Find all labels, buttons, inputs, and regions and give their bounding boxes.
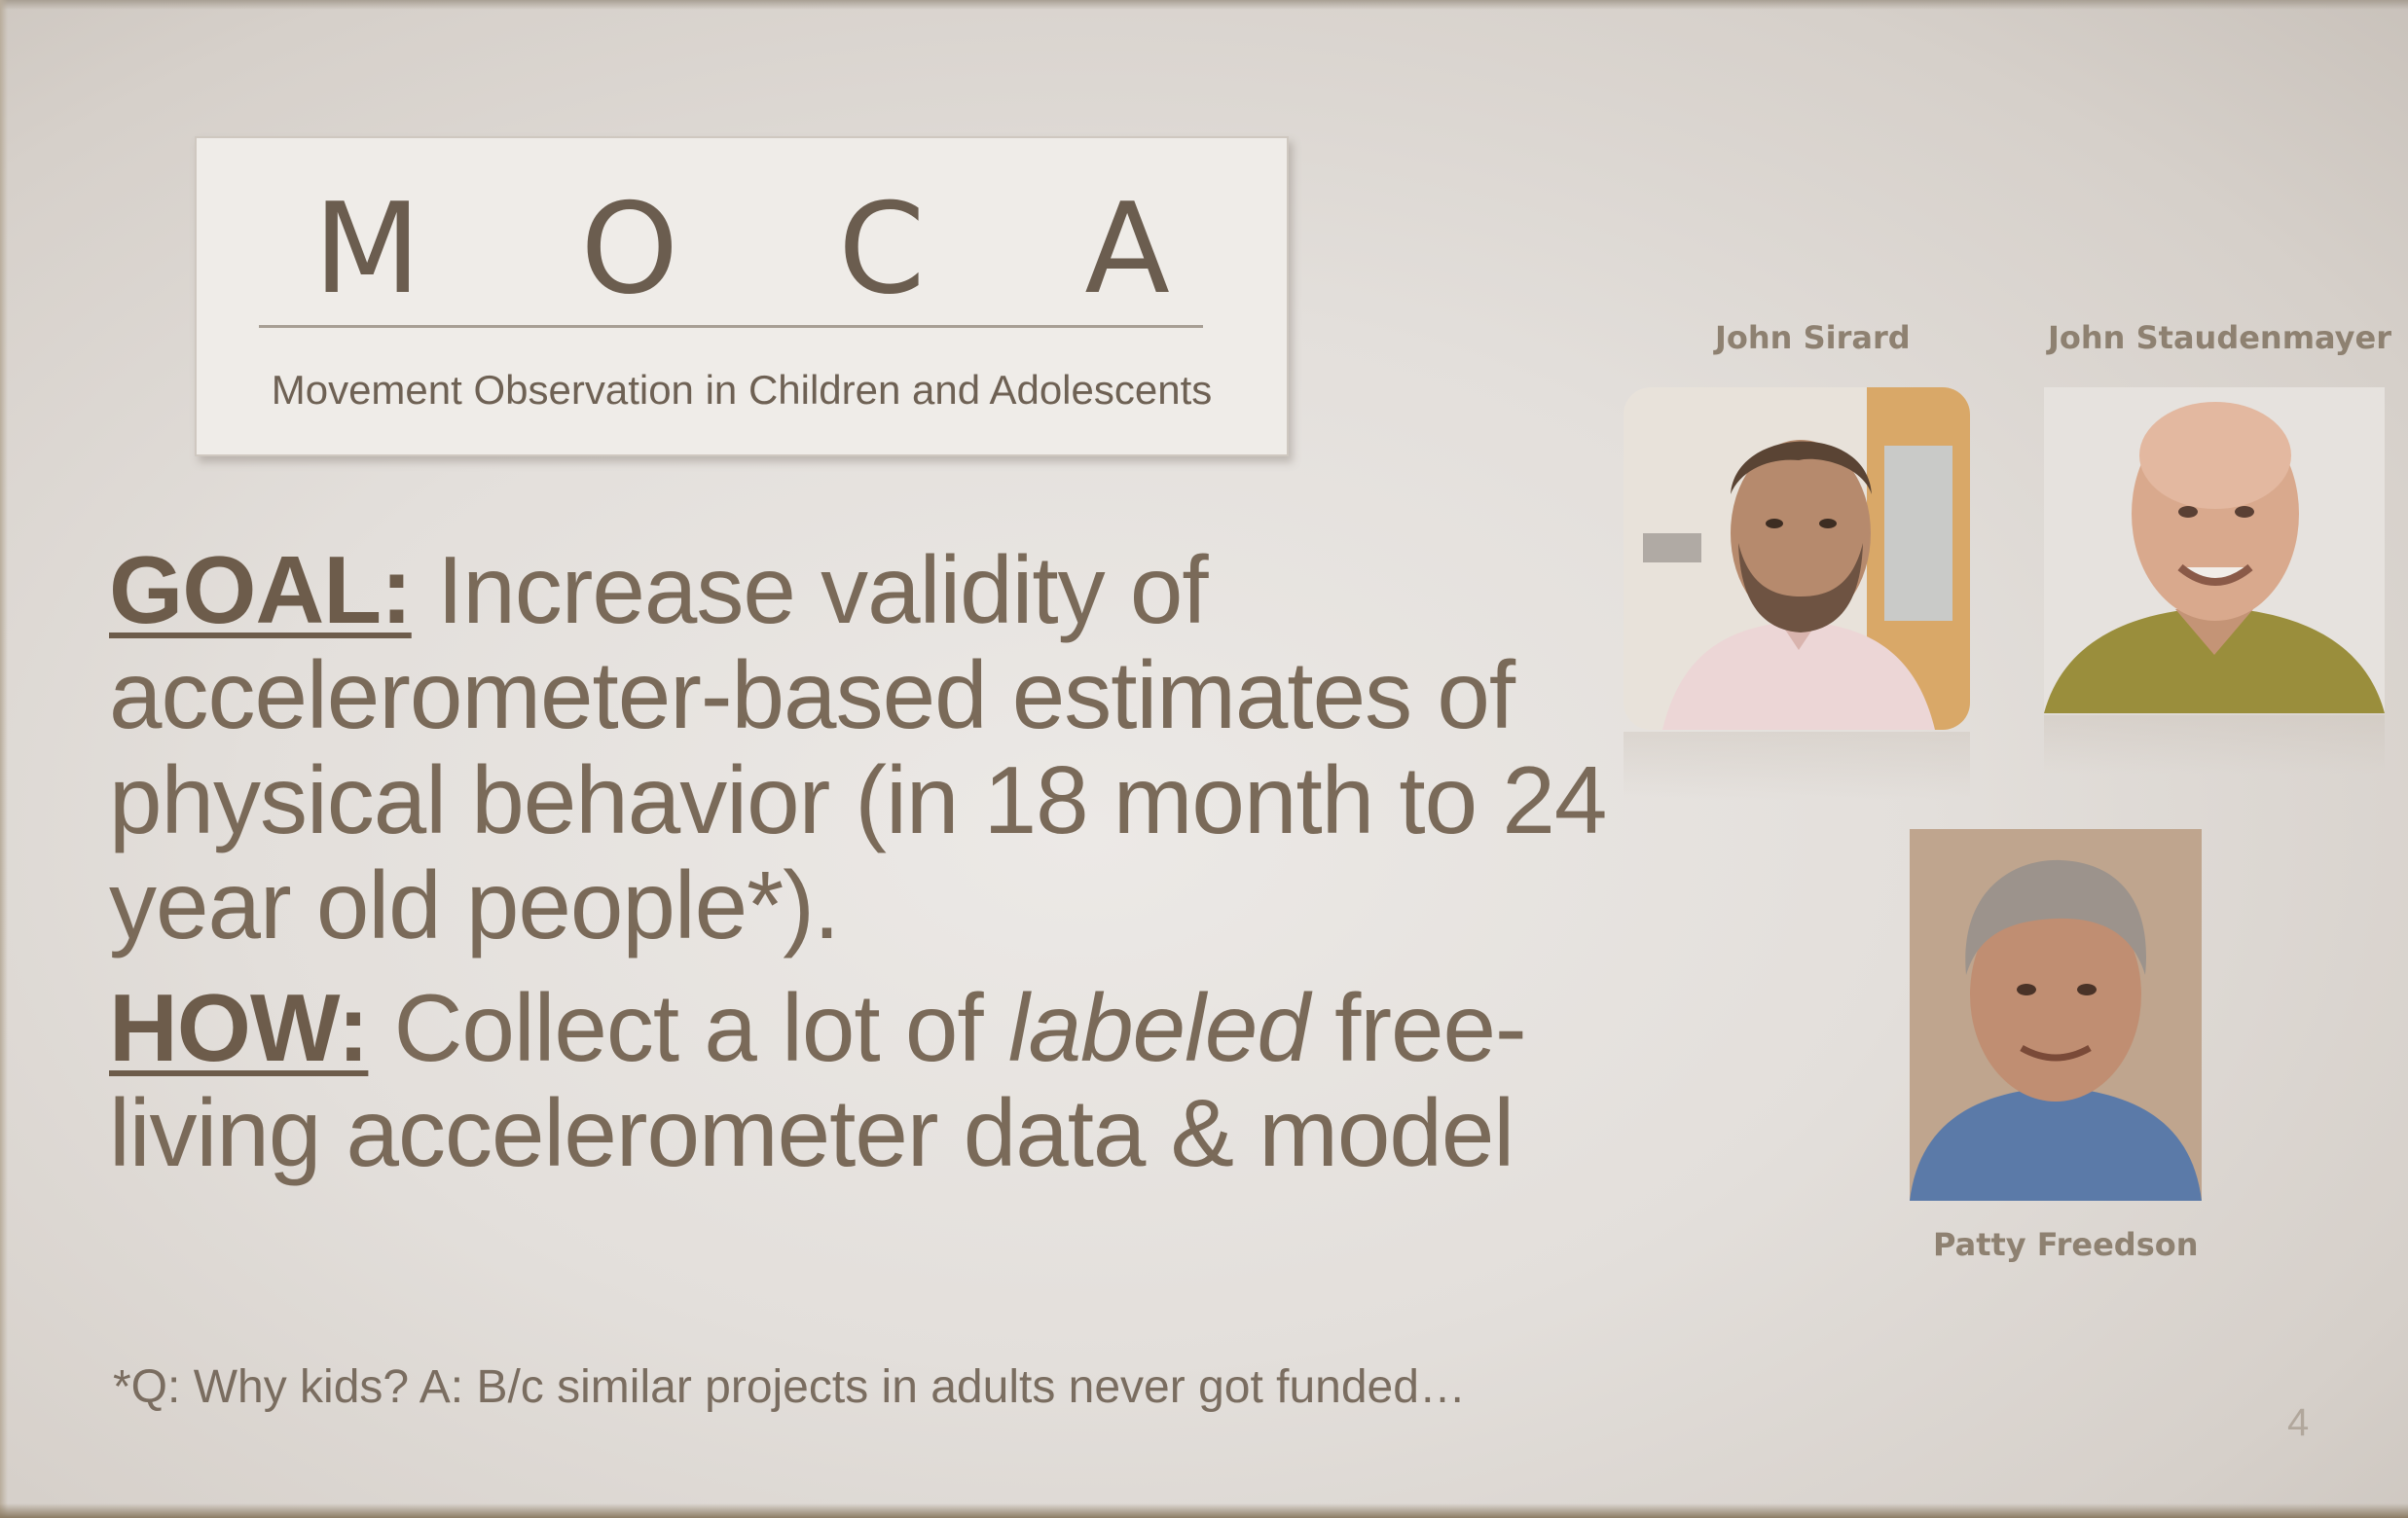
how-label: HOW: xyxy=(109,974,369,1081)
goal-text: Increase validity of accelerometer-based… xyxy=(109,536,1607,958)
logo-letter-m: M xyxy=(313,177,421,322)
person-name-freedson: Patty Freedson xyxy=(1933,1226,2199,1263)
logo-letter-c: C xyxy=(838,177,926,322)
how-paragraph: HOW: Collect a lot of labeled free-livin… xyxy=(109,975,1627,1185)
portrait-sirard-image xyxy=(1624,387,1970,730)
projection-edge-top xyxy=(0,0,2408,10)
how-text-before: Collect a lot of xyxy=(368,974,1008,1081)
projection-edge-bottom xyxy=(0,1503,2408,1518)
portrait-freedson-image xyxy=(1910,829,2202,1201)
portrait-staudenmayer-reflection xyxy=(2044,715,2385,774)
portrait-patty-freedson xyxy=(1910,829,2202,1201)
moca-logo: M O C A Movement Observation in Children… xyxy=(195,136,1289,456)
portrait-staudenmayer-image xyxy=(2044,387,2385,713)
logo-divider xyxy=(259,325,1203,328)
moca-letters: M O C A xyxy=(313,158,1170,343)
person-name-sirard: John Sirard xyxy=(1715,319,1911,356)
page-number: 4 xyxy=(2287,1401,2310,1444)
portrait-sirard-reflection xyxy=(1624,732,1970,800)
footnote: *Q: Why kids? A: B/c similar projects in… xyxy=(113,1361,1466,1413)
logo-letter-o: O xyxy=(580,177,679,322)
logo-letter-a: A xyxy=(1084,177,1170,322)
logo-subtitle: Movement Observation in Children and Ado… xyxy=(271,367,1213,413)
portrait-john-sirard xyxy=(1624,387,1970,730)
how-text-after: free-living accelerometer data & model xyxy=(109,974,1527,1186)
slide-body: GOAL: Increase validity of accelerometer… xyxy=(109,537,1627,1203)
goal-paragraph: GOAL: Increase validity of accelerometer… xyxy=(109,537,1627,958)
how-emphasis: labeled xyxy=(1007,974,1310,1081)
portrait-john-staudenmayer xyxy=(2044,387,2385,713)
person-name-staudenmayer: John Staudenmayer xyxy=(2048,319,2391,356)
projection-edge-left xyxy=(0,0,8,1518)
goal-label: GOAL: xyxy=(109,536,413,643)
